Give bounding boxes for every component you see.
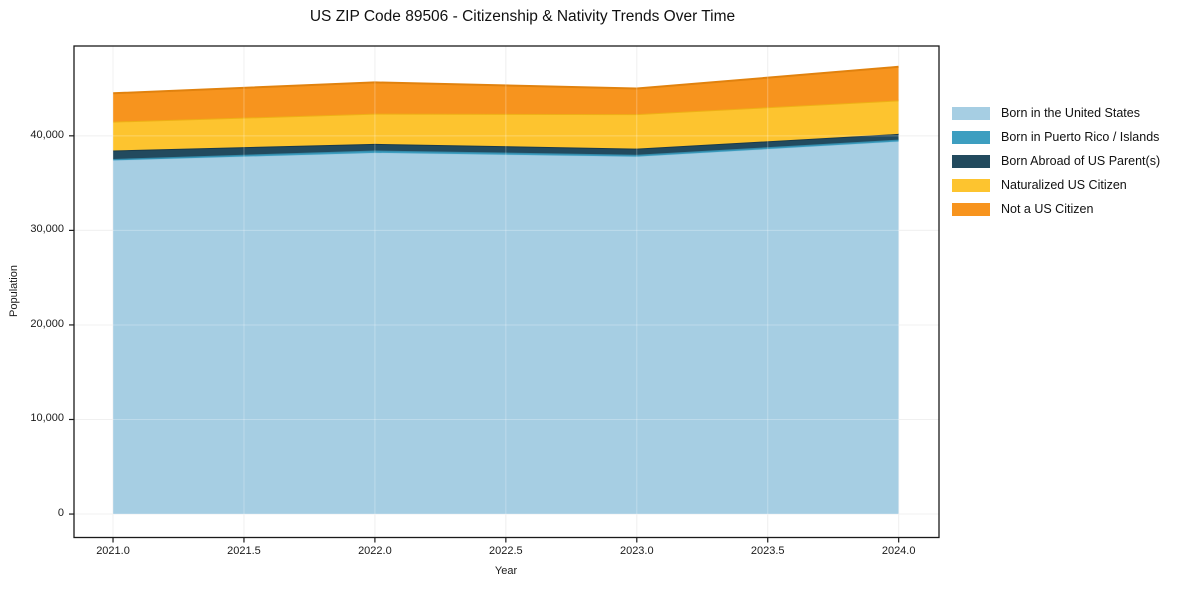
area-series-3 [113, 100, 899, 151]
y-tick-label: 20,000 [30, 317, 64, 330]
y-axis-label: Population [8, 265, 20, 317]
x-axis-label: Year [494, 565, 518, 577]
legend-label: Born in the United States [1001, 106, 1140, 120]
x-tick-label: 2021.0 [96, 545, 130, 557]
legend-swatch [952, 130, 990, 144]
legend-item: Not a US Citizen [952, 197, 1160, 221]
legend-swatch [952, 154, 990, 168]
x-tick-label: 2022.0 [358, 545, 392, 557]
legend-item: Born Abroad of US Parent(s) [952, 149, 1160, 173]
y-tick-label: 40,000 [30, 128, 64, 141]
legend-label: Born in Puerto Rico / Islands [1001, 130, 1160, 144]
legend-item: Born in the United States [952, 101, 1160, 125]
area-series-4 [113, 66, 899, 122]
chart-title: US ZIP Code 89506 - Citizenship & Nativi… [309, 8, 736, 25]
legend-item: Naturalized US Citizen [952, 173, 1160, 197]
legend-swatch [952, 202, 990, 216]
y-tick-label: 0 [57, 507, 64, 520]
x-tick-label: 2023.5 [750, 545, 785, 557]
legend-swatch [952, 106, 990, 120]
legend-item: Born in Puerto Rico / Islands [952, 125, 1160, 149]
legend-label: Not a US Citizen [1001, 202, 1094, 216]
x-tick-label: 2024.0 [881, 545, 916, 557]
area-series-0 [113, 141, 899, 515]
legend-swatch [952, 178, 990, 192]
x-tick-label: 2022.5 [489, 545, 523, 557]
area-series-1 [113, 139, 899, 161]
legend: Born in the United States Born in Puerto … [952, 101, 1160, 221]
legend-label: Naturalized US Citizen [1001, 178, 1127, 192]
legend-label: Born Abroad of US Parent(s) [1001, 154, 1161, 168]
y-tick-label: 30,000 [30, 223, 64, 236]
x-tick-label: 2021.5 [227, 545, 261, 557]
chart-plot-area [69, 45, 940, 543]
y-tick-label: 10,000 [30, 412, 64, 425]
x-tick-label: 2023.0 [619, 545, 654, 557]
